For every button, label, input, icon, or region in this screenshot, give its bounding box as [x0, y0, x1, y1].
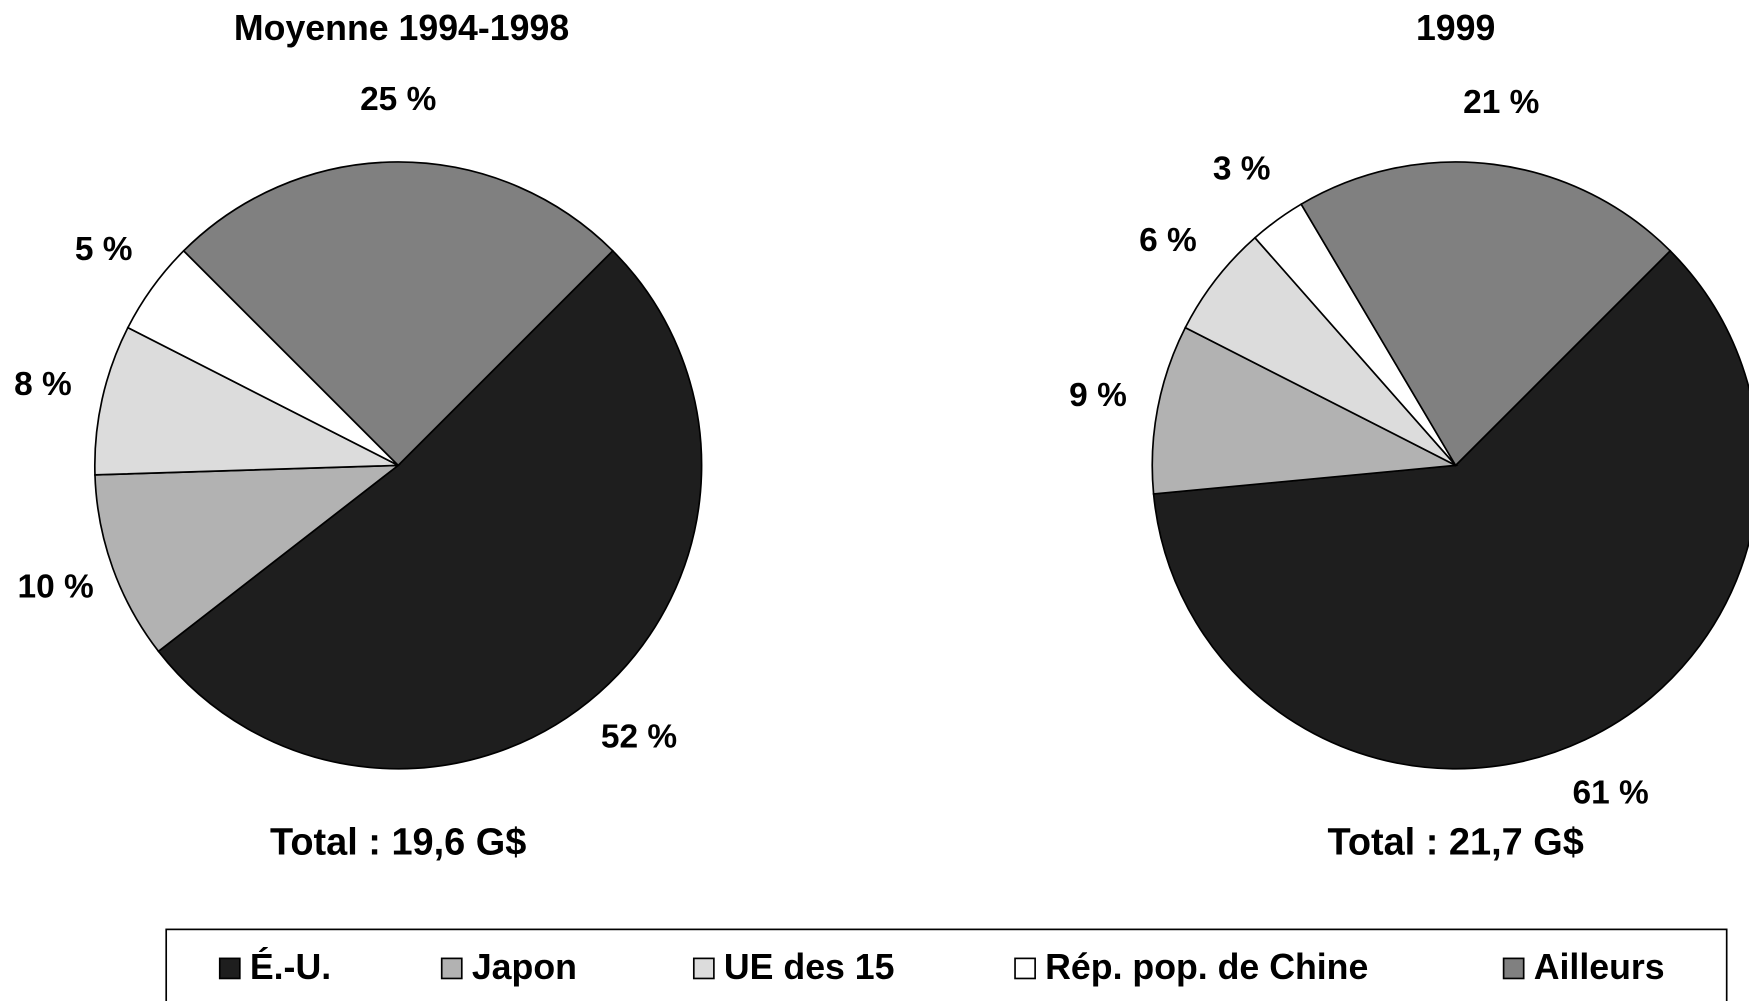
pie-slice	[94, 326, 399, 476]
slice-label: 61 %	[1573, 775, 1649, 812]
chart-total: Total : 21,7 G$	[1327, 822, 1583, 864]
slice-label: 3 %	[1213, 151, 1271, 188]
legend-label: Rép. pop. de Chine	[1045, 947, 1368, 987]
pie-slice	[157, 249, 703, 770]
legend-swatch	[440, 957, 463, 980]
slice-label: 10 %	[18, 569, 94, 606]
slice-label: 6 %	[1139, 222, 1197, 259]
legend-label: É.-U.	[250, 947, 331, 987]
legend-swatch	[1014, 957, 1036, 980]
slice-label: 25 %	[360, 81, 436, 118]
pie-slice	[1152, 249, 1749, 770]
pie-slice	[1151, 326, 1459, 495]
legend-label: Ailleurs	[1534, 947, 1665, 987]
slice-label: 21 %	[1463, 84, 1539, 121]
legend-label: UE des 15	[724, 947, 895, 987]
pie-slice	[94, 464, 401, 653]
legend-swatch	[692, 957, 715, 980]
legend-label: Japon	[472, 947, 577, 987]
chart-title: Moyenne 1994-1998	[234, 8, 569, 48]
slice-label: 9 %	[1069, 377, 1127, 414]
pie-slice	[1300, 161, 1672, 467]
slice-label: 8 %	[14, 366, 72, 403]
slice-label: 5 %	[75, 231, 133, 268]
legend-box	[165, 928, 1728, 1001]
legend-swatch	[1502, 957, 1525, 980]
legend-swatch	[218, 957, 241, 980]
slice-label: 52 %	[601, 718, 677, 755]
pie-slice	[182, 161, 614, 467]
chart-title: 1999	[1416, 8, 1495, 48]
chart-total: Total : 19,6 G$	[270, 822, 526, 864]
